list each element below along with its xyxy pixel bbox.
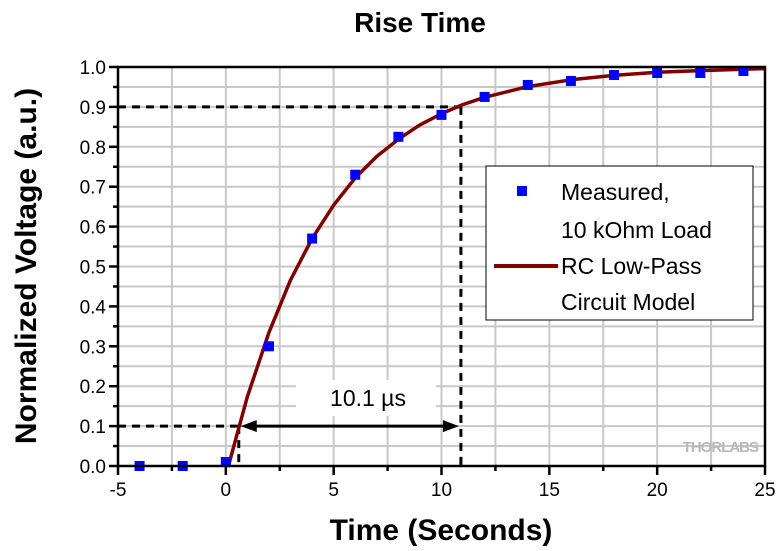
x-tick-label: 20 [647, 480, 668, 501]
data-point [263, 341, 274, 352]
x-axis-label: Time (Seconds) [330, 514, 553, 547]
data-point [609, 69, 620, 80]
x-tick-label: 25 [754, 480, 775, 501]
axes: -5 0 5 10 15 20 25 0.0 0.1 0.2 0.3 0.4 0.5 0.6 0.7 0.8 0… [80, 58, 776, 501]
data-point [393, 131, 404, 142]
annotation-bg [296, 380, 436, 416]
legend-label: 10 kOhm Load [561, 217, 712, 243]
legend-label: RC Low-Pass [561, 253, 702, 279]
y-tick-label: 0.5 [80, 258, 106, 279]
data-point [350, 169, 361, 180]
x-tick-label: 15 [539, 480, 560, 501]
legend-label: Circuit Model [561, 289, 695, 315]
y-tick-label: 0.7 [80, 178, 106, 199]
data-point [220, 457, 231, 468]
data-point [738, 65, 749, 76]
y-tick-label: 0.3 [80, 337, 106, 358]
y-tick-label: 0.8 [80, 138, 106, 159]
chart-title: Rise Time [354, 7, 486, 38]
data-point [565, 75, 576, 86]
x-tick-label: 0 [221, 480, 232, 501]
y-tick-label: 1.0 [80, 58, 106, 79]
y-tick-label: 0.9 [80, 98, 106, 119]
legend-marker-measured [517, 186, 527, 196]
data-point [522, 79, 533, 90]
threshold-guides [118, 105, 463, 466]
legend-label: Measured, [561, 179, 670, 205]
data-point [695, 67, 706, 78]
y-axis-label: Normalized Voltage (a.u.) [10, 88, 43, 444]
legend-box [485, 165, 754, 321]
y-tick-label: 0.4 [80, 297, 107, 318]
legend: Measured, 10 kOhm Load RC Low-Pass Circu… [485, 165, 754, 321]
y-tick-label: 0.6 [80, 218, 106, 239]
x-tick-label: 5 [328, 480, 339, 501]
data-point [436, 109, 447, 120]
y-tick-label: 0.1 [80, 417, 106, 438]
annotation: 10.1 µs [296, 380, 436, 416]
arrowhead-right [442, 420, 459, 433]
data-point [479, 91, 490, 102]
x-tick-label: -5 [110, 480, 127, 501]
annotation-label: 10.1 µs [330, 385, 406, 411]
thorlabs-logo: THORLABS [683, 439, 759, 456]
arrowhead-left [240, 420, 257, 433]
data-point [307, 233, 318, 244]
y-tick-label: 0.0 [80, 457, 106, 478]
y-tick-label: 0.2 [80, 377, 106, 398]
x-tick-label: 10 [431, 480, 452, 501]
data-point [652, 67, 663, 78]
